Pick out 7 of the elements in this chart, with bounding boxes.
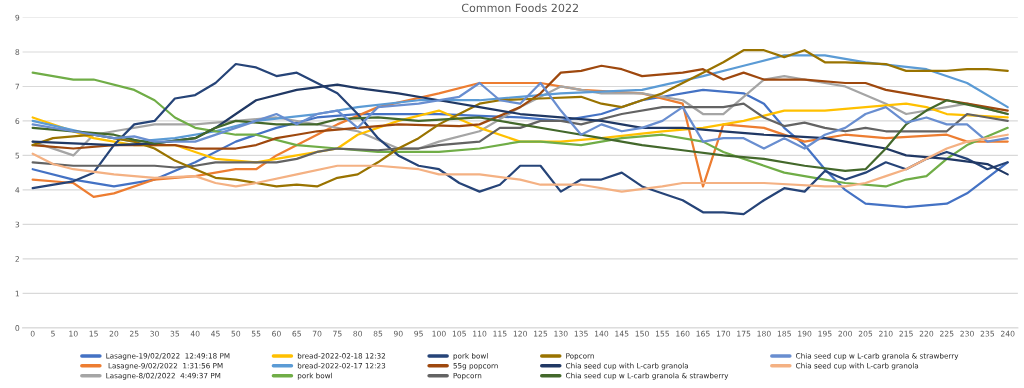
line-series xyxy=(31,71,1009,188)
line-series xyxy=(31,133,1009,193)
line-series xyxy=(31,83,1009,176)
line-series xyxy=(31,62,1009,216)
line-series xyxy=(31,49,1009,188)
line-series xyxy=(31,81,1009,150)
chart-title: Common Foods 2022 xyxy=(461,3,578,13)
